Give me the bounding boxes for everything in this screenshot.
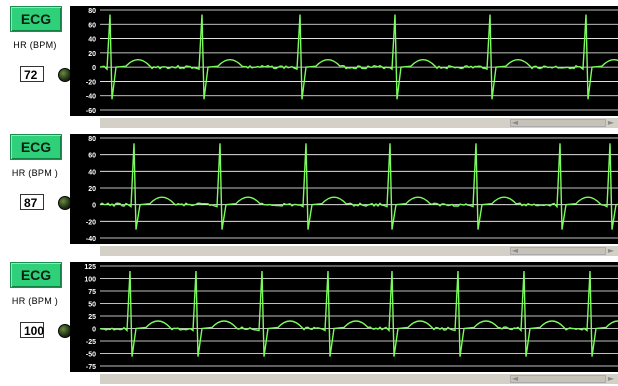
- scrollbar-thumb[interactable]: [510, 119, 606, 127]
- y-axis-ticks: 80 60 40 20 0 -20 -40 -60: [86, 8, 96, 115]
- y-tick-label: -20: [86, 79, 96, 86]
- ecg-chart-svg: 80 60 40 20 0 -20 -40: [86, 136, 618, 243]
- scroll-right-arrow-icon[interactable]: ►: [607, 118, 615, 127]
- y-axis-ticks: 125 100 75 50 25 0 -25 -50 -75: [84, 264, 96, 371]
- scrollbar-thumb[interactable]: [510, 247, 606, 255]
- scroll-left-arrow-icon[interactable]: ◄: [511, 374, 519, 383]
- y-tick-label: -75: [86, 364, 96, 371]
- y-tick-label: -40: [86, 94, 96, 101]
- ecg-trace: [99, 14, 618, 100]
- y-tick-label: 100: [84, 277, 96, 284]
- hr-label: HR (BPM ): [11, 168, 59, 178]
- y-tick-label: 25: [88, 314, 96, 321]
- y-tick-label: -25: [86, 339, 96, 346]
- y-tick-label: -20: [86, 219, 96, 226]
- ecg-trace: [99, 270, 618, 357]
- scrollbar-thumb[interactable]: [510, 375, 606, 383]
- hr-label: HR (BPM ): [11, 296, 59, 306]
- grid-lines: [100, 9, 618, 111]
- ecg-plot: 80 60 40 20 0 -20 -40 -60: [70, 6, 618, 116]
- y-axis-ticks: 80 60 40 20 0 -20 -40: [86, 136, 96, 243]
- y-tick-label: 20: [88, 51, 96, 58]
- hr-value: 72: [20, 66, 44, 82]
- ecg-trace: [99, 143, 618, 230]
- horizontal-scrollbar[interactable]: ◄ ►: [100, 246, 618, 256]
- y-tick-label: 80: [88, 8, 96, 15]
- y-tick-label: 60: [88, 153, 96, 160]
- y-tick-label: 40: [88, 169, 96, 176]
- ecg-button[interactable]: ECG: [10, 6, 62, 32]
- ecg-panel-3: ECG HR (BPM ) 100 125 100 75 50 25 0 -25 -50 -75…: [0, 262, 618, 384]
- y-tick-label: 40: [88, 37, 96, 44]
- y-tick-label: -40: [86, 236, 96, 243]
- y-tick-label: -60: [86, 108, 96, 115]
- y-tick-label: 0: [92, 65, 96, 72]
- ecg-button[interactable]: ECG: [10, 134, 62, 160]
- scroll-left-arrow-icon[interactable]: ◄: [511, 118, 519, 127]
- ecg-panel-2: ECG HR (BPM ) 87 80 60 40 20 0 -20 -40 ◄ ►: [0, 134, 618, 256]
- y-tick-label: 125: [84, 264, 96, 271]
- y-tick-label: -50: [86, 352, 96, 359]
- scroll-right-arrow-icon[interactable]: ►: [607, 374, 615, 383]
- hr-label: HR (BPM): [13, 40, 57, 50]
- y-tick-label: 0: [92, 327, 96, 334]
- ecg-button[interactable]: ECG: [10, 262, 62, 288]
- horizontal-scrollbar[interactable]: ◄ ►: [100, 118, 618, 128]
- grid-lines: [100, 137, 618, 239]
- ecg-chart-svg: 80 60 40 20 0 -20 -40 -60: [86, 8, 618, 115]
- ecg-plot: 80 60 40 20 0 -20 -40: [70, 134, 618, 244]
- ecg-chart-svg: 125 100 75 50 25 0 -25 -50 -75: [84, 264, 618, 371]
- ecg-plot: 125 100 75 50 25 0 -25 -50 -75: [70, 262, 618, 372]
- y-tick-label: 60: [88, 22, 96, 29]
- y-tick-label: 50: [88, 302, 96, 309]
- y-tick-label: 20: [88, 186, 96, 193]
- y-tick-label: 0: [92, 203, 96, 210]
- y-tick-label: 80: [88, 136, 96, 143]
- scroll-right-arrow-icon[interactable]: ►: [607, 246, 615, 255]
- hr-value: 87: [20, 194, 44, 210]
- horizontal-scrollbar[interactable]: ◄ ►: [100, 374, 618, 384]
- hr-value: 100: [20, 322, 44, 338]
- y-tick-label: 75: [88, 289, 96, 296]
- scroll-left-arrow-icon[interactable]: ◄: [511, 246, 519, 255]
- grid-lines: [100, 265, 618, 367]
- ecg-panel-1: ECG HR (BPM) 72 80 60 40 20 0 -20 -40 -60 ◄ ►: [0, 6, 618, 128]
